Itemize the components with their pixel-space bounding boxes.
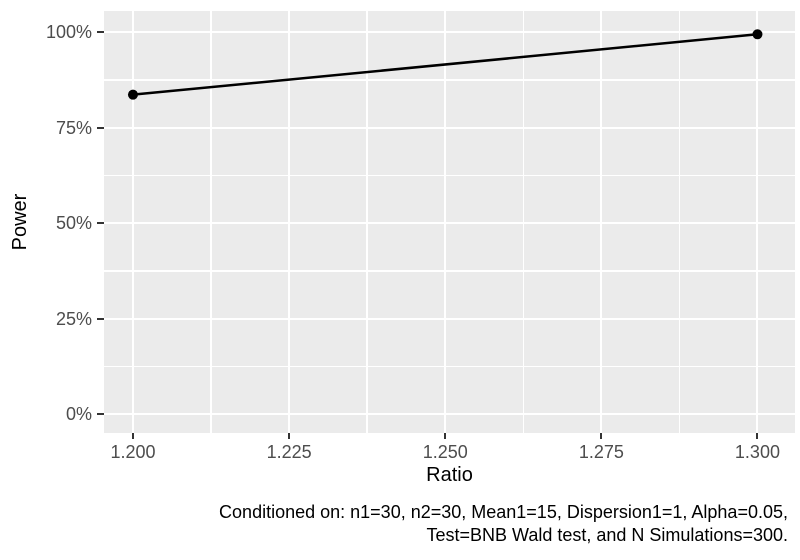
x-tick-label: 1.275 [578, 442, 624, 462]
data-point [752, 29, 763, 40]
y-tick-mark [97, 317, 104, 320]
y-minor-gridline [104, 365, 795, 367]
data-point [127, 89, 138, 100]
y-tick-mark [97, 126, 104, 129]
y-major-gridline [104, 222, 795, 224]
y-minor-gridline [104, 270, 795, 272]
x-tick-mark [600, 433, 603, 439]
x-major-gridline [600, 11, 603, 433]
x-major-gridline [131, 11, 134, 433]
y-major-gridline [104, 31, 795, 33]
y-tick-label: 75% [55, 117, 92, 138]
x-tick-label: 1.200 [110, 442, 156, 462]
y-major-gridline [104, 317, 795, 320]
y-tick-label: 0% [65, 404, 92, 424]
x-tick-label: 1.225 [266, 442, 312, 462]
data-layer [127, 29, 763, 100]
x-axis-title: Ratio [426, 464, 473, 486]
x-tick-mark [288, 433, 291, 439]
y-tick-mark [97, 31, 104, 33]
plot-panel [104, 11, 795, 433]
y-major-gridline [104, 126, 795, 129]
y-tick-mark [97, 222, 104, 224]
y-tick-label: 25% [55, 308, 92, 329]
series-line [132, 33, 758, 96]
x-major-gridline [444, 11, 447, 433]
y-major-gridline [104, 413, 795, 415]
x-tick-mark [756, 433, 759, 439]
y-tick-mark [97, 413, 104, 415]
plot-caption: Conditioned on: n1=30, n2=30, Mean1=15, … [219, 501, 788, 547]
x-tick-label: 1.300 [734, 442, 780, 462]
caption-line-1: Conditioned on: n1=30, n2=30, Mean1=15, … [219, 502, 788, 522]
y-minor-gridline [104, 174, 795, 176]
y-minor-gridline [104, 79, 795, 81]
caption-line-2: Test=BNB Wald test, and N Simulations=30… [426, 525, 788, 545]
x-tick-mark [444, 433, 447, 439]
x-major-gridline [288, 11, 291, 433]
y-tick-label: 100% [45, 22, 92, 42]
x-tick-label: 1.250 [422, 442, 468, 462]
y-tick-label: 50% [55, 213, 92, 233]
x-tick-mark [131, 433, 134, 439]
x-major-gridline [756, 11, 759, 433]
